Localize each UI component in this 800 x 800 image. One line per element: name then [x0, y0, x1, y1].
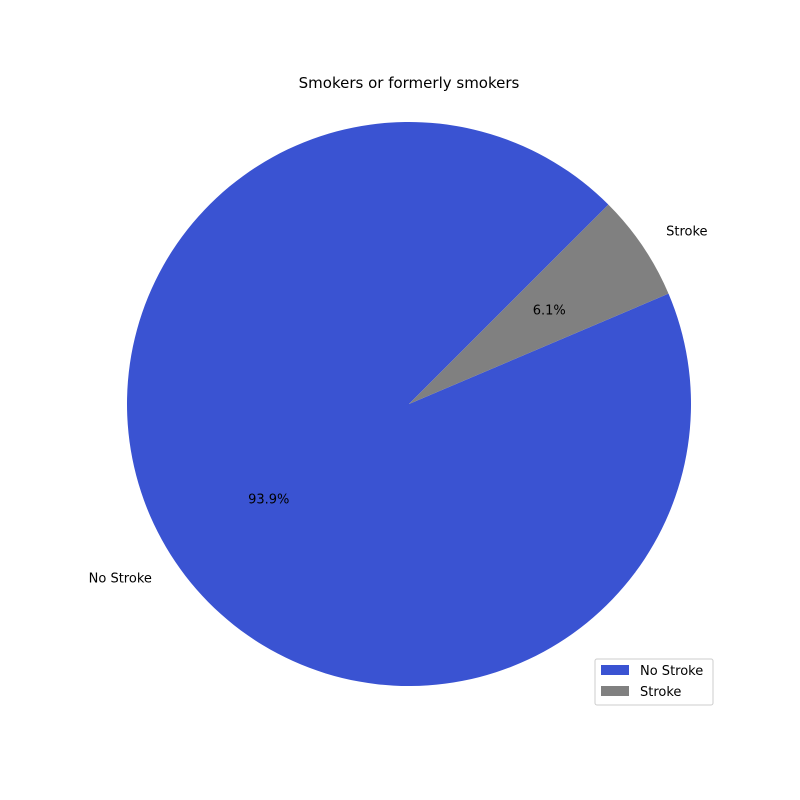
- slice-percent-stroke: 6.1%: [533, 303, 566, 318]
- legend-label-no-stroke: No Stroke: [640, 664, 703, 679]
- slice-label-no-stroke: No Stroke: [89, 572, 152, 587]
- slice-label-stroke: Stroke: [666, 224, 707, 239]
- legend-swatch-no-stroke: [601, 665, 629, 675]
- pie-labels: No Stroke 93.9% Stroke 6.1%: [89, 224, 708, 586]
- chart-title: Smokers or formerly smokers: [299, 74, 520, 92]
- pie-slice-no-stroke: [126, 121, 691, 687]
- legend-label-stroke: Stroke: [640, 685, 681, 700]
- pie-slices: [126, 121, 691, 687]
- legend: No Stroke Stroke: [594, 658, 714, 706]
- legend-swatch-stroke: [601, 686, 629, 696]
- pie-slice-stroke: [409, 204, 669, 404]
- slice-percent-no-stroke: 93.9%: [248, 493, 289, 508]
